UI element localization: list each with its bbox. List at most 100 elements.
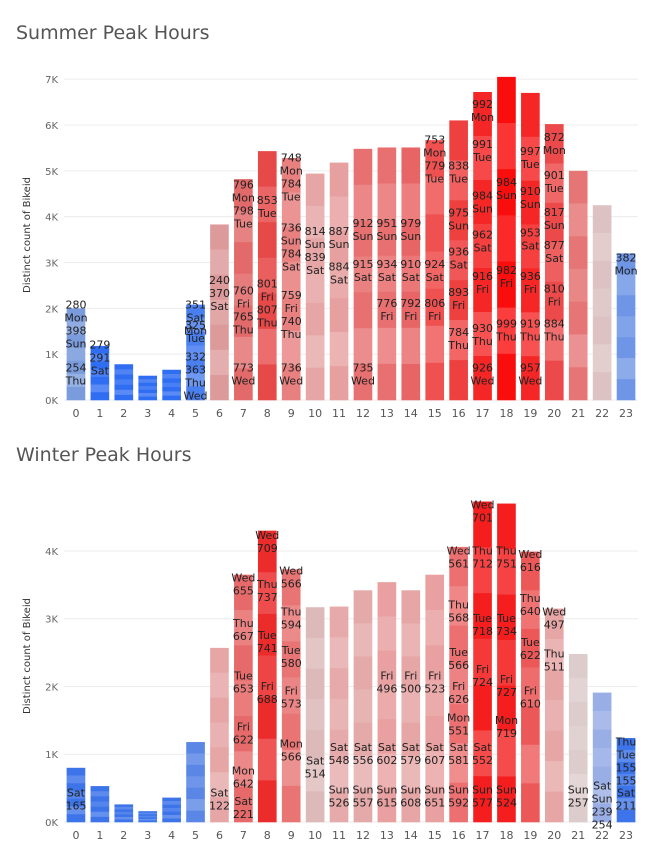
segment-label: 962 Sat [472, 229, 493, 255]
segment-label: 325 Tue [185, 319, 206, 345]
x-tick-label: 21 [571, 829, 585, 842]
bar-segment [186, 753, 205, 766]
segment-label: 984 Sun [472, 190, 493, 216]
bar-segment [162, 387, 181, 392]
bar-segment [114, 806, 134, 810]
y-tick-label: 4K [45, 547, 58, 558]
bar-segment [353, 220, 373, 257]
bar-segment [234, 179, 253, 211]
x-tick-label: 14 [404, 407, 418, 420]
segment-label: Fri 626 [448, 680, 469, 706]
x-tick-label: 1 [96, 829, 103, 842]
bar-segment [114, 389, 134, 396]
x-tick-label: 5 [192, 829, 199, 842]
segment-label: 735 Wed [351, 362, 375, 388]
bar-segment [257, 151, 277, 187]
bar-hour-9 [281, 569, 301, 823]
bar-segment [377, 719, 397, 754]
bar-segment [592, 729, 612, 749]
bar-segment [401, 689, 421, 723]
bar-segment [497, 731, 516, 777]
bar-segment [377, 363, 397, 401]
bar-segment [257, 257, 277, 294]
bar-segment [162, 378, 181, 384]
bar-segment [281, 227, 301, 263]
x-tick-label: 16 [452, 829, 466, 842]
bar-hour-11 [329, 606, 349, 823]
bar-segment [521, 268, 540, 313]
bar-segment [66, 308, 86, 322]
segment-label: Sun 257 [568, 784, 589, 810]
bar-segment [90, 811, 110, 818]
bar-segment [425, 177, 445, 215]
x-tick-label: 8 [264, 829, 271, 842]
bar-segment [449, 280, 468, 321]
bar-segment [186, 359, 205, 374]
bar-hour-20 [544, 608, 564, 823]
bar-segment [281, 749, 301, 787]
bar-segment [544, 730, 564, 762]
segment-label: Wed 655 [231, 571, 255, 597]
segment-label: Sat 221 [233, 795, 254, 821]
bar-hour-23 [616, 737, 636, 823]
summer-peak-hours-chart: 0K 1K 2K 3K 4K 5K 6K 7K Distinct count of Bikeid… [22, 75, 638, 420]
bar-segment [353, 722, 373, 757]
bar-segment [568, 797, 588, 823]
x-tick-label: 7 [240, 829, 247, 842]
y-tick-label: 7K [45, 75, 58, 86]
bar-segment [544, 242, 564, 283]
bar-segment [257, 222, 277, 259]
bar-segment [162, 391, 181, 396]
bar-segment [66, 373, 86, 388]
bar-segment [257, 572, 277, 615]
bar-segment [305, 729, 325, 761]
bar-segment [473, 268, 492, 313]
bar-hour-5 [186, 304, 205, 401]
bar-segment [377, 616, 397, 651]
segment-label: 853 Tue [257, 194, 278, 220]
y-tick-label: 1K [45, 350, 58, 361]
x-tick-label: 22 [595, 829, 609, 842]
bar-segment [138, 818, 158, 821]
bar-segment [281, 605, 301, 642]
bar-segment [592, 803, 612, 823]
x-tick-label: 10 [308, 407, 322, 420]
segment-label: 736 Sun 784 Sat [281, 221, 302, 273]
bar-segment [592, 372, 612, 401]
bar-segment [353, 328, 373, 365]
bar-segment [281, 569, 301, 606]
x-tick-label: 15 [428, 407, 442, 420]
bar-segment [114, 816, 134, 820]
bar-segment [210, 349, 229, 376]
bar-segment [353, 364, 373, 401]
bar-hour-6 [210, 647, 229, 823]
segment-label: Wed 497 [542, 605, 566, 631]
bar-segment [449, 360, 468, 401]
bar-segment [401, 183, 421, 220]
segment-label: Thu 640 [519, 592, 541, 618]
bar-segment [473, 730, 492, 777]
segment-label: 936 Sat [448, 246, 469, 272]
bar-segment [162, 797, 181, 802]
bar-segment [234, 305, 253, 338]
bar-segment [521, 92, 540, 138]
segment-label: Mon 719 [495, 714, 518, 740]
bar-segment [449, 625, 468, 666]
bar-segment [210, 374, 229, 401]
bar-segment [521, 312, 540, 357]
y-tick-label: 2K [45, 682, 58, 693]
bar-segment [186, 764, 205, 777]
x-tick-label: 6 [216, 407, 223, 420]
segment-label: 806 Fri [424, 297, 445, 323]
bar-segment [497, 503, 516, 550]
bar-segment [329, 196, 349, 231]
bar-segment [401, 623, 421, 657]
bar-segment [186, 372, 205, 387]
bar-segment [449, 782, 468, 823]
bar-hour-11 [329, 162, 349, 401]
bar-segment [66, 334, 86, 348]
x-tick-label: 4 [168, 407, 175, 420]
bar-segment [425, 716, 445, 752]
bar-segment [138, 379, 158, 383]
segment-label: Sat 602 [376, 741, 397, 767]
